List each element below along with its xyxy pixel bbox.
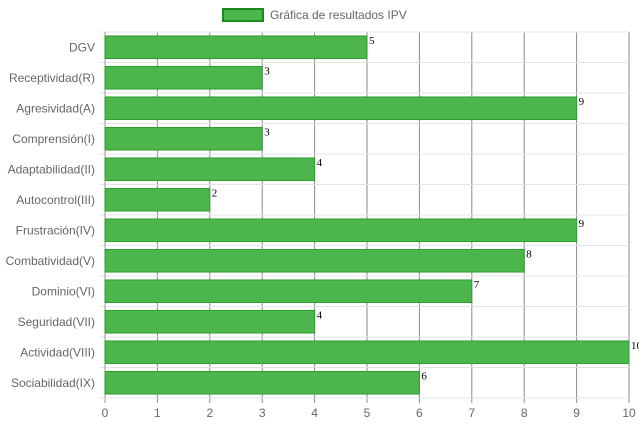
bar[interactable] bbox=[104, 218, 578, 243]
legend[interactable]: Gráfica de resultados IPV bbox=[222, 8, 407, 22]
data-label: 9 bbox=[579, 218, 585, 230]
data-label: 4 bbox=[317, 309, 323, 321]
data-label: 8 bbox=[526, 248, 532, 260]
grid bbox=[100, 31, 630, 403]
x-tick-label: 8 bbox=[521, 406, 528, 420]
data-label: 3 bbox=[264, 126, 270, 138]
x-tick-label: 2 bbox=[206, 406, 213, 420]
data-label: 3 bbox=[264, 65, 270, 77]
category-label: Receptividad(R) bbox=[9, 71, 95, 85]
category-label: Combatividad(V) bbox=[6, 254, 95, 268]
legend-label: Gráfica de resultados IPV bbox=[270, 8, 407, 22]
category-label: Comprensión(I) bbox=[12, 132, 95, 146]
bar[interactable] bbox=[104, 340, 630, 365]
data-labels: 5 3 9 3 4 2 9 8 7 4 10 6 bbox=[212, 35, 639, 382]
category-label: Autocontrol(III) bbox=[16, 193, 95, 207]
bar[interactable] bbox=[104, 96, 578, 121]
x-tick-label: 7 bbox=[468, 406, 475, 420]
category-label: Frustración(IV) bbox=[16, 223, 95, 237]
data-label: 2 bbox=[212, 187, 218, 199]
x-tick-label: 4 bbox=[311, 406, 318, 420]
category-label: Sociabilidad(IX) bbox=[11, 376, 95, 390]
bar[interactable] bbox=[104, 370, 420, 395]
bar[interactable] bbox=[104, 65, 263, 90]
x-tick-label: 5 bbox=[364, 406, 371, 420]
category-label: DGV bbox=[69, 40, 95, 54]
category-label: Dominio(VI) bbox=[32, 284, 95, 298]
category-label: Adaptabilidad(II) bbox=[8, 162, 95, 176]
x-tick-label: 3 bbox=[259, 406, 266, 420]
bar[interactable] bbox=[104, 126, 263, 151]
x-tick-label: 0 bbox=[102, 406, 109, 420]
x-tick-label: 1 bbox=[154, 406, 161, 420]
x-tick-label: 10 bbox=[622, 406, 636, 420]
bar[interactable] bbox=[104, 279, 473, 304]
data-label: 6 bbox=[421, 370, 427, 382]
bars bbox=[104, 35, 630, 395]
x-tick-label: 9 bbox=[573, 406, 580, 420]
data-label: 5 bbox=[369, 35, 375, 47]
data-label: 9 bbox=[579, 96, 585, 108]
data-label: 4 bbox=[317, 157, 323, 169]
bar[interactable] bbox=[104, 187, 211, 212]
x-axis-tick-labels: 0 1 2 3 4 5 6 7 8 9 10 bbox=[102, 406, 636, 420]
category-label: Agresividad(A) bbox=[16, 101, 95, 115]
data-label: 7 bbox=[474, 279, 480, 291]
bar[interactable] bbox=[104, 309, 316, 334]
bar[interactable] bbox=[104, 35, 368, 60]
x-tick-label: 6 bbox=[416, 406, 423, 420]
bar[interactable] bbox=[104, 157, 316, 182]
category-label: Seguridad(VII) bbox=[18, 315, 95, 329]
data-label: 10 bbox=[631, 340, 639, 352]
bar[interactable] bbox=[104, 248, 525, 273]
category-labels: DGV Receptividad(R) Agresividad(A) Comprens… bbox=[6, 40, 95, 390]
category-label: Actividad(VIII) bbox=[20, 345, 95, 359]
legend-swatch bbox=[222, 8, 264, 22]
